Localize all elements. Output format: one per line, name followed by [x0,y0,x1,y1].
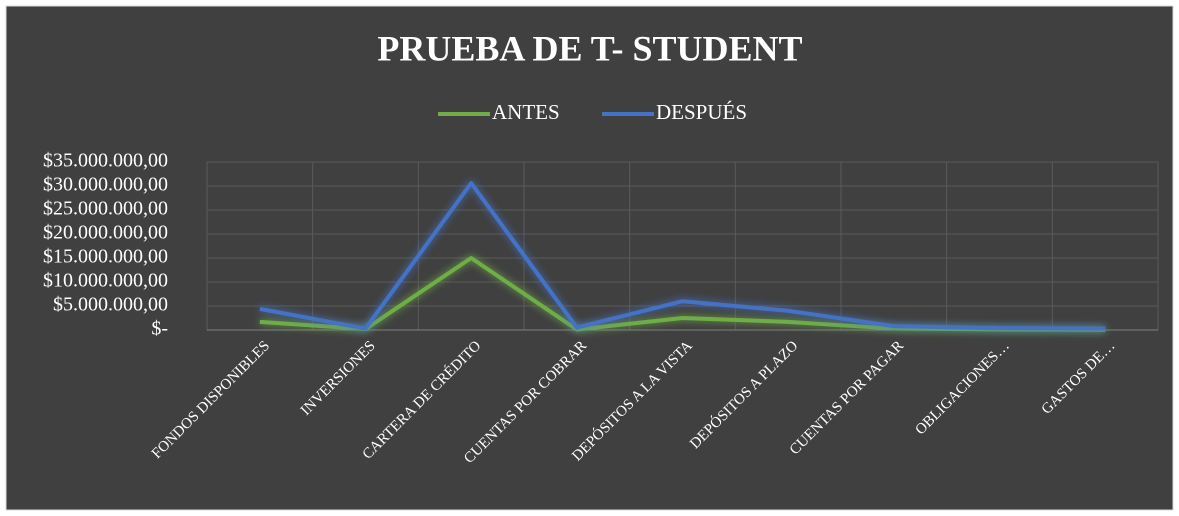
y-tick-label: $25.000.000,00 [43,198,168,220]
legend-label: DESPUÉS [656,100,747,124]
y-tick-label: $15.000.000,00 [43,246,168,268]
y-tick-label: $5.000.000,00 [53,294,168,316]
y-tick-label: $10.000.000,00 [43,270,168,292]
y-tick-label: $- [151,318,168,340]
line-series [259,181,1106,331]
y-tick-label: $20.000.000,00 [43,222,168,244]
y-tick-label: $30.000.000,00 [43,174,168,196]
legend-label: ANTES [492,100,560,124]
chart-title: PRUEBA DE T- STUDENT [377,28,802,68]
y-tick-label: $35.000.000,00 [43,150,168,172]
